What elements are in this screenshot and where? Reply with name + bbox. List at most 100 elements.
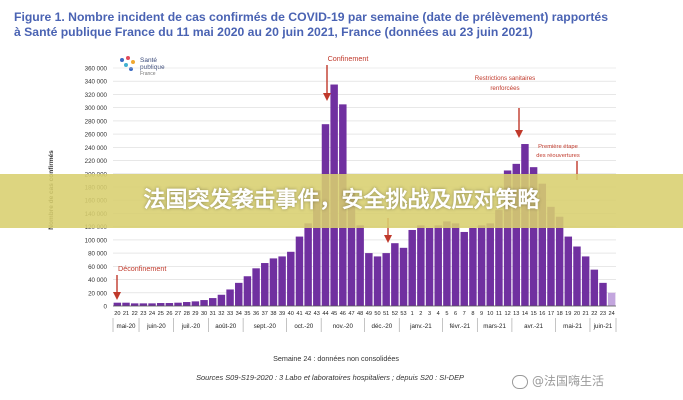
bar [443, 221, 451, 306]
bar [130, 303, 139, 306]
bar [555, 216, 564, 306]
logo-line-2: publique [140, 64, 165, 71]
bar [200, 300, 208, 306]
week-tick-label: 35 [244, 311, 250, 317]
arrowhead-deconfinement [113, 292, 121, 300]
bar [347, 190, 356, 306]
bar [313, 190, 321, 306]
bar [399, 247, 408, 306]
month-tick-label: sept.-20 [254, 323, 277, 330]
bar [469, 227, 477, 306]
bar [529, 167, 538, 306]
bar [451, 223, 460, 306]
week-tick-label: 45 [331, 311, 337, 317]
week-tick-label: 17 [548, 311, 554, 317]
y-tick-label: 60 000 [88, 264, 107, 271]
week-tick-label: 16 [539, 311, 545, 317]
logo-line-3: France [140, 71, 156, 77]
bar [547, 206, 555, 306]
y-tick-label: 260 000 [85, 132, 108, 139]
week-tick-label: 43 [314, 311, 320, 317]
week-tick-label: 18 [557, 311, 563, 317]
week-tick-label: 47 [348, 311, 354, 317]
week-tick-label: 46 [340, 311, 346, 317]
week-tick-label: 41 [296, 311, 302, 317]
month-tick-label: juin-20 [146, 323, 166, 330]
annotation-restrictions: renforcées [490, 85, 519, 92]
month-tick-label: déc.-20 [372, 323, 393, 330]
annotation-restrictions: Restrictions sanitaires [475, 75, 536, 82]
week-tick-label: 4 [437, 311, 440, 317]
logo-dot [131, 60, 135, 64]
week-tick-label: 25 [158, 311, 164, 317]
arrowhead-restrictions [515, 130, 523, 138]
bar [590, 269, 599, 306]
month-tick-label: févr.-21 [450, 323, 471, 330]
bar [113, 302, 122, 306]
bar [217, 294, 226, 306]
y-tick-label: 360 000 [85, 66, 108, 73]
week-tick-label: 52 [392, 311, 398, 317]
watermark: @法国嗨生活 [512, 372, 604, 389]
bar [174, 302, 182, 306]
month-tick-label: avr.-21 [524, 323, 543, 330]
week-tick-label: 42 [305, 311, 311, 317]
watermark-text: @法国嗨生活 [532, 374, 605, 388]
headline-banner-text: 法国突发袭击事件，安全挑战及应对策略 [143, 188, 540, 213]
annotation-reouvertures: des réouvertures [536, 153, 580, 159]
month-tick-label: janv.-21 [409, 323, 432, 330]
week-tick-label: 8 [471, 311, 474, 317]
bar [495, 210, 503, 306]
week-tick-label: 23 [140, 311, 146, 317]
y-tick-label: 300 000 [85, 105, 108, 112]
bar [512, 163, 520, 306]
week-tick-label: 15 [530, 311, 536, 317]
logo-dot [124, 63, 128, 67]
logo-dot [126, 56, 130, 60]
week-tick-label: 3 [428, 311, 431, 317]
bar [278, 256, 286, 306]
month-tick-label: nov.-20 [333, 323, 354, 330]
bar [156, 303, 165, 306]
y-tick-label: 320 000 [85, 92, 108, 99]
bar [373, 256, 382, 306]
bar [165, 303, 174, 306]
bar [139, 303, 148, 306]
month-tick-label: oct.-20 [294, 323, 313, 330]
bar [182, 302, 191, 306]
y-tick-label: 340 000 [85, 79, 108, 86]
bar [252, 268, 260, 306]
bar [581, 256, 590, 306]
bar [356, 225, 364, 306]
bar [391, 243, 399, 306]
week-tick-label: 39 [279, 311, 285, 317]
month-tick-label: août-20 [215, 323, 237, 330]
annotation-deconfinement: Déconfinement [118, 264, 166, 273]
week-tick-label: 53 [400, 311, 406, 317]
bar [564, 236, 573, 306]
arrowhead-confinement [323, 93, 331, 101]
bar [417, 225, 425, 306]
logo-dot [120, 58, 124, 62]
week-tick-label: 28 [184, 311, 190, 317]
week-tick-label: 22 [132, 311, 138, 317]
week-tick-label: 48 [357, 311, 363, 317]
week-tick-label: 38 [270, 311, 276, 317]
week-tick-label: 37 [262, 311, 268, 317]
bar [304, 223, 312, 306]
week-tick-label: 30 [201, 311, 207, 317]
week-tick-label: 5 [445, 311, 448, 317]
month-tick-label: juin-21 [593, 323, 613, 330]
y-tick-label: 20 000 [88, 290, 107, 297]
week-tick-label: 29 [192, 311, 198, 317]
week-tick-label: 21 [583, 311, 589, 317]
bar [434, 225, 442, 306]
bar [295, 236, 304, 306]
bar [382, 253, 390, 306]
footnote-sources: Sources S09-S19-2020 : 3 Labo et laborat… [196, 373, 464, 382]
bar [599, 282, 607, 306]
annotation-confinement: Confinement [328, 54, 369, 63]
week-tick-label: 22 [591, 311, 597, 317]
week-tick-label: 24 [609, 311, 615, 317]
week-tick-label: 33 [227, 311, 233, 317]
